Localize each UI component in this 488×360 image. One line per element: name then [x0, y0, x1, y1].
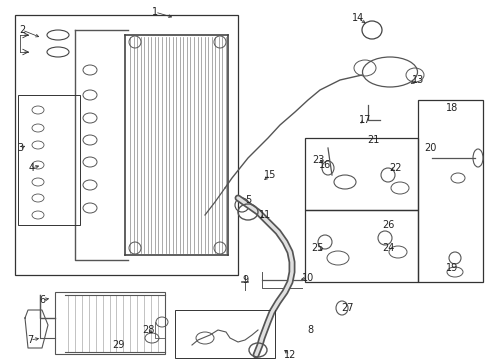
Text: 17: 17	[358, 115, 370, 125]
Text: 13: 13	[411, 75, 423, 85]
Text: 25: 25	[311, 243, 324, 253]
Bar	[417, 100, 482, 282]
Text: 22: 22	[388, 163, 401, 173]
Text: 12: 12	[283, 350, 296, 360]
Text: 21: 21	[366, 135, 378, 145]
Text: 28: 28	[142, 325, 154, 335]
Bar	[305, 210, 417, 282]
Text: 3: 3	[17, 143, 23, 153]
Bar	[305, 138, 417, 210]
Text: 5: 5	[244, 195, 251, 205]
Text: 16: 16	[318, 160, 330, 170]
Text: 27: 27	[341, 303, 353, 313]
Text: 1: 1	[152, 7, 158, 17]
Text: 29: 29	[112, 340, 124, 350]
Bar	[55, 292, 164, 354]
Text: 14: 14	[351, 13, 364, 23]
Text: 23: 23	[311, 155, 324, 165]
Text: 9: 9	[242, 275, 247, 285]
Text: 15: 15	[263, 170, 276, 180]
Text: 26: 26	[381, 220, 393, 230]
Text: 8: 8	[306, 325, 312, 335]
Bar	[18, 95, 80, 225]
Text: 19: 19	[445, 263, 457, 273]
Bar	[175, 310, 274, 358]
Text: 10: 10	[301, 273, 313, 283]
Text: 24: 24	[381, 243, 393, 253]
Text: 18: 18	[445, 103, 457, 113]
Text: 6: 6	[39, 295, 45, 305]
Text: 20: 20	[423, 143, 435, 153]
Text: 2: 2	[19, 25, 25, 35]
Bar	[15, 15, 238, 275]
Text: 7: 7	[27, 335, 33, 345]
Text: 11: 11	[258, 210, 270, 220]
Text: 4: 4	[29, 163, 35, 173]
